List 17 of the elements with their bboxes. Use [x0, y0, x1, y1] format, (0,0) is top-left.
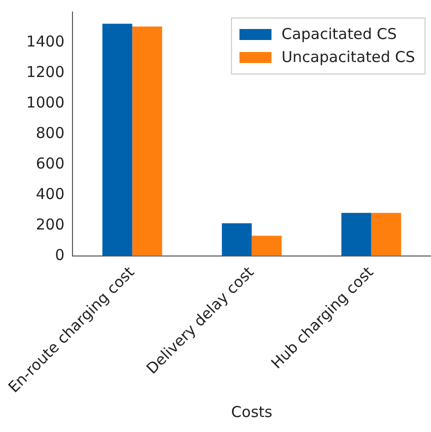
- y-tick-label: 1200: [26, 62, 64, 81]
- y-tick-label: 200: [36, 215, 64, 234]
- bar: [102, 24, 132, 256]
- bar: [371, 212, 402, 256]
- y-tick-label: 400: [36, 184, 64, 203]
- y-tick-label: 1400: [26, 32, 64, 50]
- y-tick-label: 800: [36, 124, 64, 142]
- y-tick-label: 600: [36, 154, 64, 172]
- x-axis-title: Costs: [231, 402, 273, 421]
- legend-label: Uncapacitated CS: [281, 48, 416, 66]
- bar: [252, 236, 282, 256]
- bar: [222, 223, 252, 256]
- legend-label: Capacitated CS: [281, 24, 397, 43]
- bar: [341, 212, 372, 256]
- y-tick-label: 1000: [26, 93, 64, 112]
- bar: [132, 26, 162, 256]
- y-tick-label: 0: [54, 246, 64, 264]
